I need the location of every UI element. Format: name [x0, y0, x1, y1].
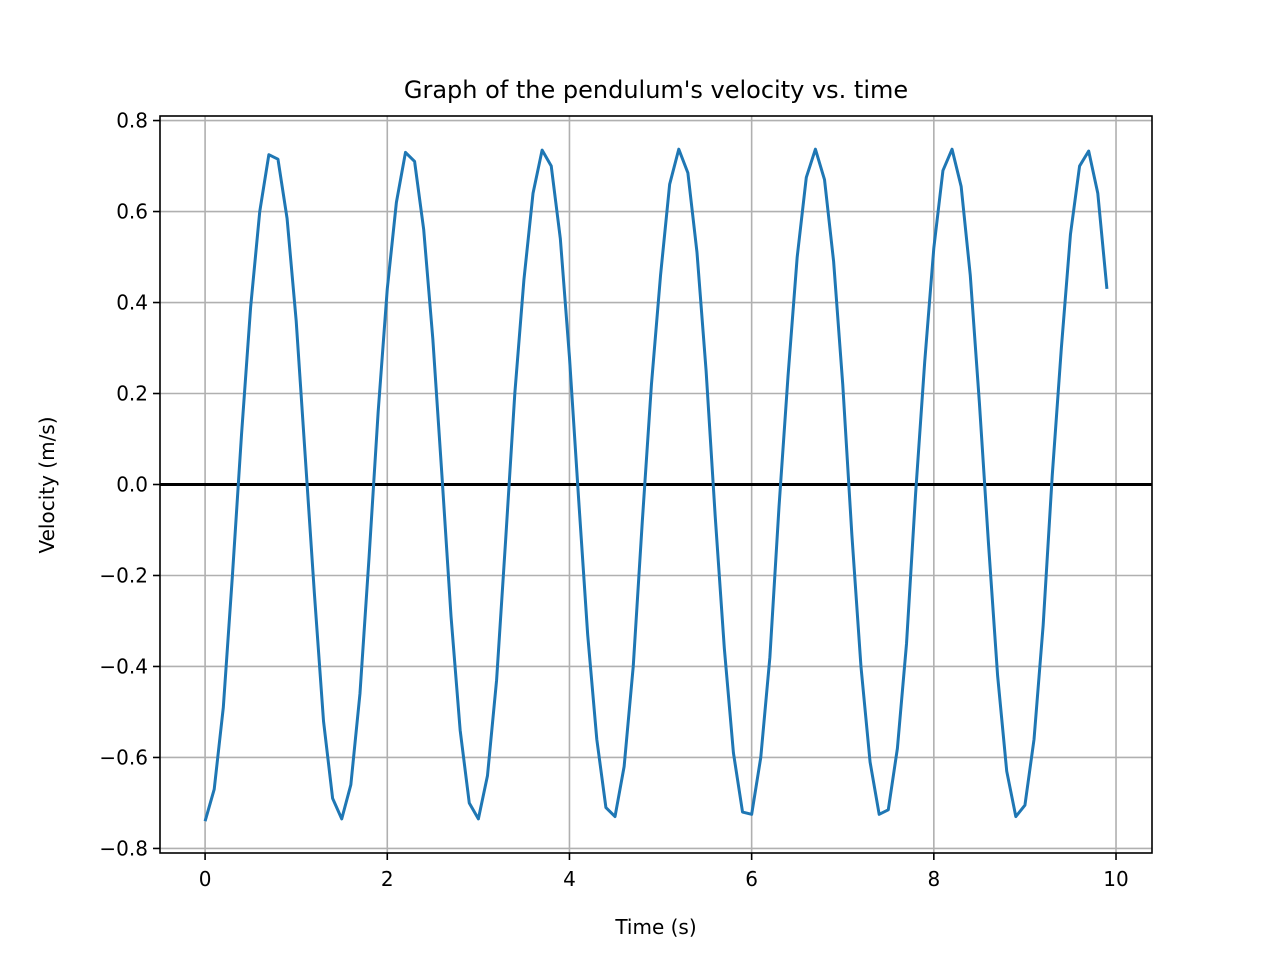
x-tick-label: 10	[1103, 867, 1128, 891]
x-tick-label: 4	[563, 867, 576, 891]
y-axis-ticks: −0.8 −0.6 −0.4 −0.2 0.0 0.2 0.4 0.6 0.8	[99, 109, 160, 860]
y-tick-label: 0.6	[116, 200, 148, 224]
chart-title: Graph of the pendulum's velocity vs. tim…	[404, 76, 908, 104]
velocity-series-line	[203, 147, 1109, 822]
x-axis-ticks: 0 2 4 6 8 10	[199, 853, 1129, 891]
y-tick-label: −0.4	[99, 654, 148, 678]
y-tick-label: 0.2	[116, 382, 148, 406]
y-tick-label: 0.8	[116, 109, 148, 133]
y-tick-label: −0.6	[99, 745, 148, 769]
x-tick-label: 0	[199, 867, 212, 891]
x-tick-label: 6	[745, 867, 758, 891]
y-tick-label: 0.4	[116, 291, 148, 315]
x-tick-label: 2	[381, 867, 394, 891]
y-tick-label: 0.0	[116, 473, 148, 497]
x-tick-label: 8	[927, 867, 940, 891]
y-tick-label: −0.8	[99, 836, 148, 860]
x-axis-label: Time (s)	[614, 915, 696, 939]
y-axis-label: Velocity (m/s)	[35, 416, 59, 553]
y-tick-label: −0.2	[99, 563, 148, 587]
